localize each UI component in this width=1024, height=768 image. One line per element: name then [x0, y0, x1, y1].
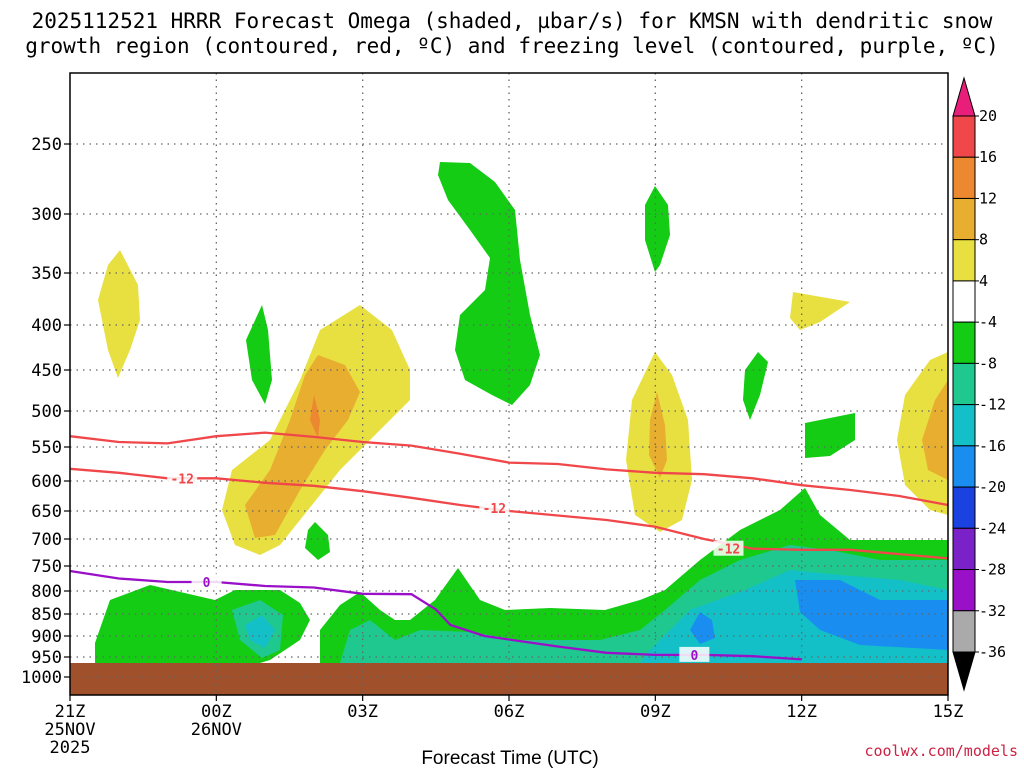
- x-tick-label: 12Z: [786, 702, 817, 722]
- omega-positive-area: [897, 352, 948, 515]
- colorbar-band: [952, 445, 976, 488]
- colorbar-label: -24: [979, 519, 1006, 537]
- y-tick-label: 650: [31, 502, 62, 522]
- colorbar-band: [952, 610, 976, 653]
- contour-label: 0: [690, 649, 698, 664]
- y-tick-label: 850: [31, 605, 62, 625]
- y-tick-label: 1000: [21, 668, 62, 688]
- y-tick-label: 300: [31, 205, 62, 225]
- colorbar-band: [952, 239, 976, 282]
- colorbar-band: [952, 280, 976, 323]
- omega-positive-area: [98, 250, 140, 378]
- y-tick-label: 600: [31, 472, 62, 492]
- omega-negative-area: [645, 186, 670, 272]
- chart-title-line-2: growth region (contoured, red, ºC) and f…: [25, 34, 999, 58]
- colorbar-label: -8: [979, 354, 997, 372]
- omega-positive-area: [245, 355, 360, 538]
- omega-negative-area: [690, 612, 715, 644]
- x-tick-label: 15Z: [933, 702, 964, 722]
- x-tick-label: 21Z: [55, 702, 86, 722]
- x-tick-label: 00Z: [201, 702, 232, 722]
- colorbar-label: -12: [979, 396, 1006, 414]
- colorbar-band: [952, 115, 976, 158]
- colorbar-band: [952, 569, 976, 612]
- colorbar-label: -20: [979, 478, 1006, 496]
- colorbar-label: -16: [979, 437, 1006, 455]
- contour-label: 0: [203, 576, 211, 591]
- colorbar-label: -32: [979, 602, 1006, 620]
- colorbar-label: -28: [979, 561, 1006, 579]
- contours: -12 -12 -12 0 0: [69, 431, 949, 664]
- omega-positive-area: [649, 392, 667, 478]
- y-tick-label: 350: [31, 264, 62, 284]
- contour-label-bg: [679, 646, 710, 662]
- colorbar-band: [952, 197, 976, 241]
- credit-text: coolwx.com/models: [864, 742, 1018, 760]
- colorbar-label: 16: [979, 148, 997, 166]
- colorbar-max-triangle: [952, 76, 976, 117]
- colorbar-band: [952, 486, 976, 529]
- colorbar-band: [952, 362, 976, 406]
- colorbar-band: [952, 321, 976, 364]
- omega-negative-area: [246, 305, 272, 404]
- colorbar-label: 8: [979, 231, 988, 249]
- y-tick-label: 700: [31, 530, 62, 550]
- colorbar-label: -4: [979, 313, 997, 331]
- omega-negative-area: [795, 580, 948, 650]
- colorbar-band: [952, 156, 976, 199]
- omega-positive-area: [790, 292, 850, 330]
- omega-positive-area: [310, 395, 320, 438]
- x-tick-date: 25NOV: [44, 720, 95, 740]
- contour-label-bg: [479, 500, 510, 515]
- x-tick-year: 2025: [50, 738, 91, 758]
- contour-line: [69, 431, 949, 507]
- colorbar: 20 16 12 8 4 -4 -8 -12 -16 -20 -24 -28 -32 -36: [952, 76, 1006, 692]
- colorbar-band: [952, 527, 976, 571]
- chart-title-line-1: 2025112521 HRRR Forecast Omega (shaded, …: [32, 9, 993, 33]
- contour-label: -12: [483, 502, 506, 517]
- y-tick-label: 950: [31, 648, 62, 668]
- colorbar-band: [952, 404, 976, 447]
- y-tick-label: 450: [31, 361, 62, 381]
- colorbar-label: 12: [979, 189, 997, 207]
- contour-label-bg: [191, 574, 222, 589]
- y-tick-label: 550: [31, 438, 62, 458]
- x-tick-label: 03Z: [347, 702, 378, 722]
- colorbar-label: -36: [979, 643, 1006, 661]
- omega-positive-area: [922, 380, 948, 480]
- omega-shading: [95, 162, 948, 663]
- colorbar-min-triangle: [952, 651, 976, 692]
- x-axis-label: Forecast Time (UTC): [421, 748, 598, 768]
- y-tick-label: 750: [31, 557, 62, 577]
- x-tick-label: 09Z: [640, 702, 671, 722]
- omega-negative-area: [438, 162, 540, 405]
- y-tick-label: 900: [31, 627, 62, 647]
- y-tick-label: 400: [31, 316, 62, 336]
- omega-negative-area: [743, 352, 768, 420]
- x-tick-label: 06Z: [494, 702, 525, 722]
- contour-label: -12: [170, 472, 193, 487]
- colorbar-label: 20: [979, 107, 997, 125]
- y-tick-label: 500: [31, 402, 62, 422]
- contour-label-bg: [167, 470, 198, 486]
- omega-negative-area: [805, 413, 855, 458]
- y-axis-ticks: 2503003504004505005506006507007508008509…: [21, 135, 70, 688]
- y-tick-label: 800: [31, 582, 62, 602]
- contour-label: -12: [717, 543, 740, 558]
- contour-label-bg: [713, 540, 744, 556]
- x-tick-date: 26NOV: [191, 720, 242, 740]
- y-tick-label: 250: [31, 135, 62, 155]
- omega-negative-area: [245, 615, 275, 648]
- omega-negative-area: [305, 522, 330, 560]
- colorbar-label: 4: [979, 272, 988, 290]
